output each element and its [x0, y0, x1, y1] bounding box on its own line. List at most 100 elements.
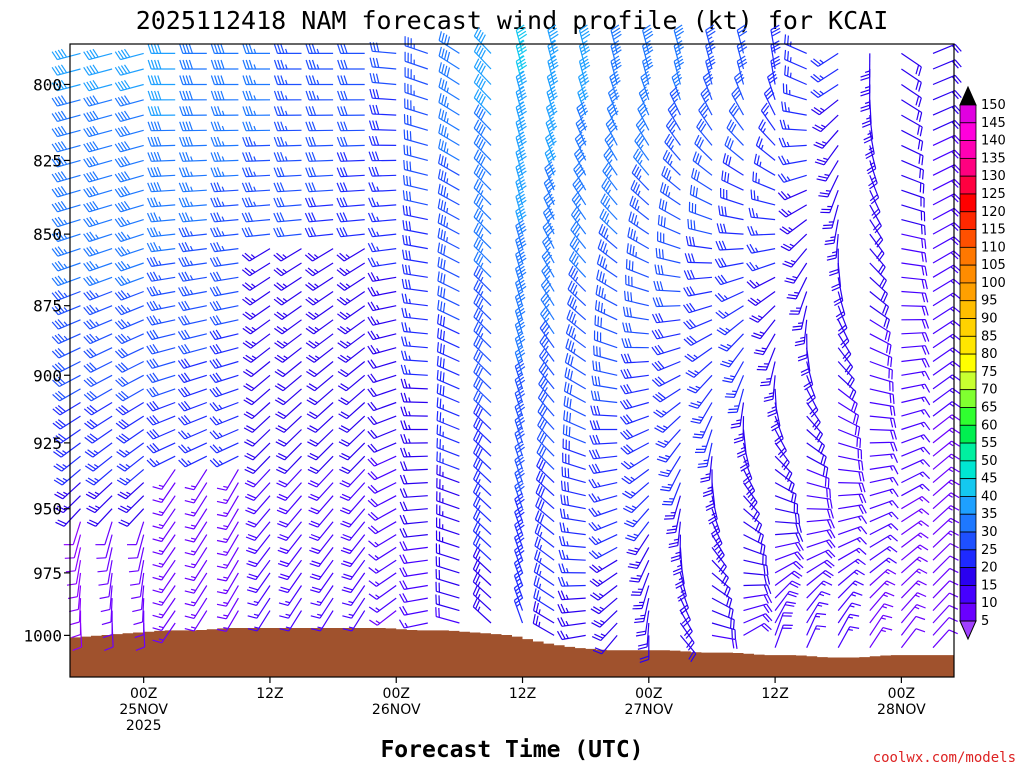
barb-feather: [276, 212, 282, 222]
barb-feather: [643, 46, 653, 53]
wind-barb: [782, 248, 808, 268]
barb-half-feather: [755, 213, 759, 218]
barb-feather: [473, 390, 479, 400]
barb-feather: [370, 330, 377, 340]
wind-barb: [437, 227, 460, 250]
barb-feather: [245, 368, 255, 376]
barb-feather: [673, 76, 683, 84]
wind-barb: [337, 333, 366, 349]
barb-feather: [730, 124, 737, 133]
barb-staff: [728, 347, 744, 368]
barb-half-feather: [705, 473, 711, 476]
wind-barb: [96, 534, 113, 559]
barb-feather: [610, 110, 619, 118]
barb-feather: [367, 287, 374, 297]
barb-staff: [349, 547, 366, 567]
barb-feather: [622, 492, 631, 499]
barb-staff: [373, 374, 397, 384]
barb-feather: [114, 128, 122, 137]
wind-barb: [152, 622, 176, 644]
barb-half-feather: [668, 176, 672, 182]
wind-barb: [473, 363, 492, 390]
barb-staff: [225, 610, 239, 632]
barb-feather: [401, 293, 405, 303]
barb-feather: [562, 536, 566, 546]
barb-feather: [51, 233, 59, 242]
barb-feather: [60, 125, 68, 135]
barb-staff: [345, 333, 366, 349]
barb-feather: [517, 30, 527, 37]
wind-barb: [247, 585, 271, 606]
wind-barb: [401, 278, 428, 293]
barb-half-feather: [221, 141, 225, 147]
barb-feather: [784, 260, 794, 266]
wind-barb: [557, 603, 586, 614]
barb-staff: [151, 189, 176, 193]
barb-feather: [544, 146, 553, 154]
barb-staff: [403, 401, 428, 404]
barb-feather: [443, 231, 446, 241]
barb-feather: [83, 336, 91, 345]
barb-staff: [250, 361, 271, 378]
barb-feather: [57, 362, 66, 370]
barb-feather: [209, 459, 218, 468]
barb-staff: [318, 572, 334, 593]
wind-barb: [472, 547, 492, 574]
wind-barb: [626, 534, 650, 556]
wind-barb: [542, 234, 555, 264]
wind-barb: [664, 495, 681, 520]
barb-feather: [749, 499, 756, 508]
wind-barb: [591, 622, 618, 642]
barb-feather: [439, 384, 442, 395]
barb-feather: [216, 151, 222, 162]
barb-feather: [698, 102, 706, 111]
barb-feather: [516, 237, 525, 244]
barb-staff: [74, 547, 82, 571]
wind-barb: [473, 430, 492, 457]
wind-barb: [307, 429, 334, 447]
barb-feather: [666, 136, 673, 145]
barb-feather: [610, 73, 619, 81]
barb-feather: [245, 59, 250, 70]
barb-half-feather: [678, 576, 684, 581]
barb-feather: [514, 594, 523, 601]
wind-barb: [339, 495, 366, 515]
wind-barb: [715, 240, 744, 251]
barb-staff: [215, 401, 239, 412]
barb-feather: [440, 140, 444, 151]
barb-feather: [592, 360, 595, 371]
barb-feather: [675, 61, 685, 68]
barb-feather: [57, 246, 65, 255]
barb-feather: [441, 110, 445, 120]
barb-staff: [404, 584, 428, 590]
barb-half-feather: [603, 294, 606, 300]
barb-staff: [340, 144, 365, 147]
barb-half-feather: [282, 254, 287, 259]
wind-barb: [784, 49, 807, 70]
wind-barb: [341, 547, 366, 568]
wind-barb: [305, 305, 334, 320]
barb-feather: [544, 297, 551, 306]
barb-feather: [603, 228, 609, 238]
wind-barb: [242, 276, 271, 291]
barb-feather: [310, 493, 320, 499]
barb-feather: [692, 436, 703, 439]
barb-half-feather: [223, 576, 229, 579]
barb-feather: [572, 270, 579, 280]
barb-feather: [277, 523, 287, 528]
barb-feather: [147, 44, 152, 54]
wind-barb: [436, 342, 460, 363]
barb-feather: [591, 521, 599, 530]
barb-staff: [57, 68, 81, 76]
barb-feather: [658, 473, 668, 478]
barb-feather: [605, 182, 612, 192]
barb-feather: [517, 182, 526, 189]
barb-feather: [86, 50, 93, 60]
barb-feather: [537, 403, 544, 412]
barb-feather: [154, 44, 159, 54]
wind-barb: [277, 521, 302, 541]
barb-feather: [545, 116, 554, 124]
barb-staff: [436, 433, 460, 444]
wind-barb: [566, 309, 587, 335]
barb-feather: [543, 325, 551, 334]
